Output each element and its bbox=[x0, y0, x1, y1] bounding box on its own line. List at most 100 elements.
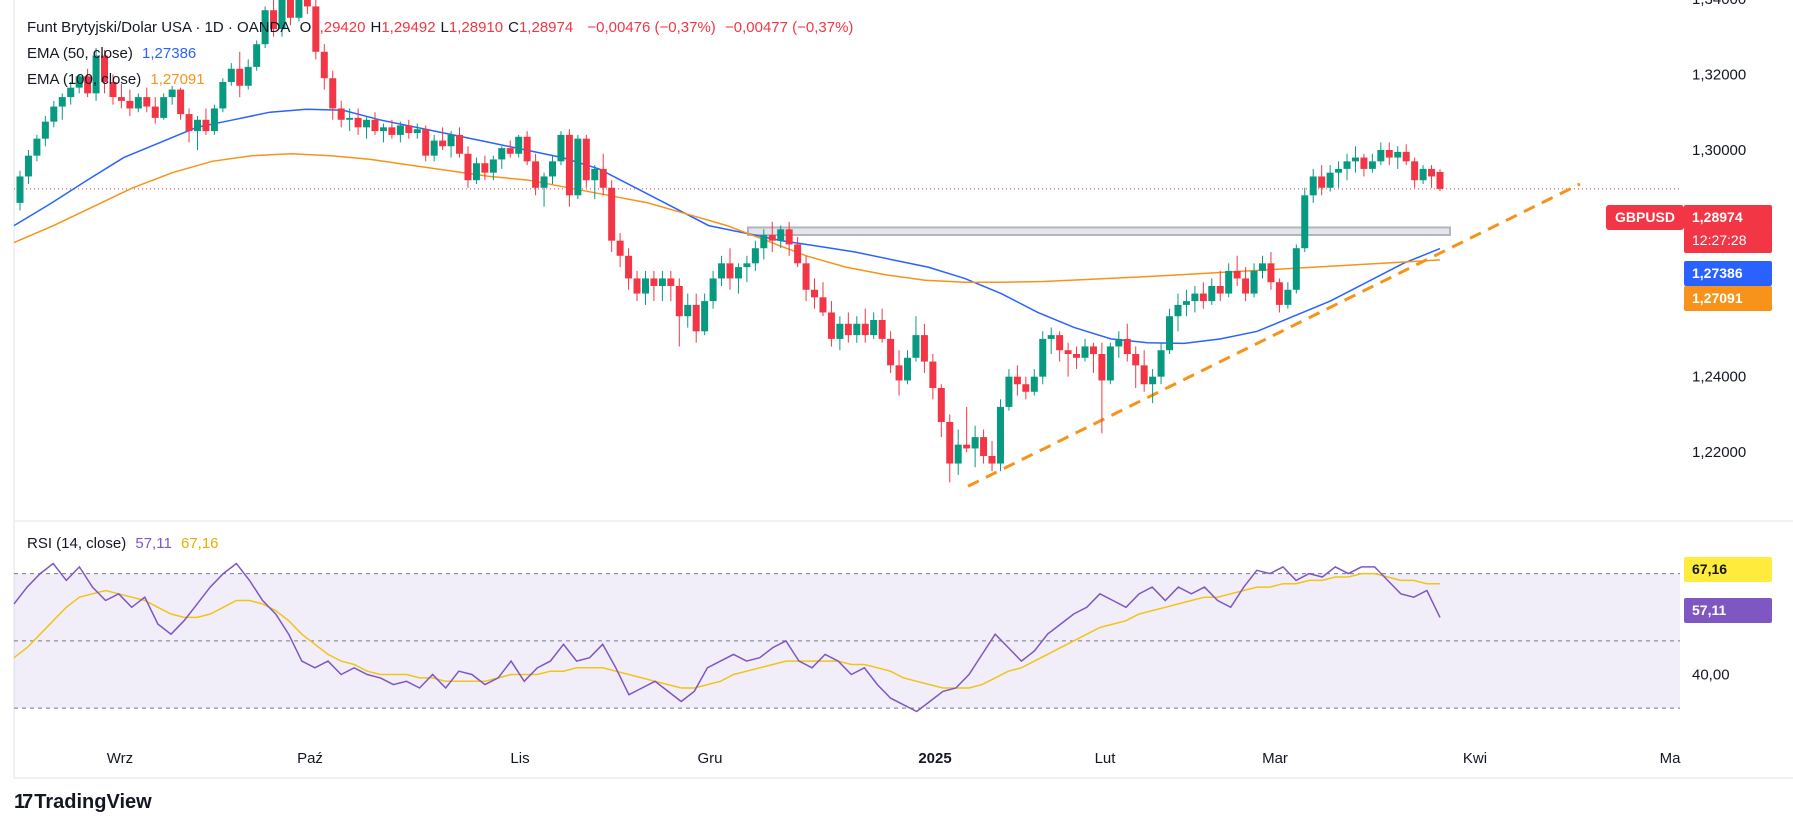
candle-body bbox=[616, 240, 624, 256]
price-tick-label: 1,22000 bbox=[1692, 444, 1746, 461]
candle-body bbox=[963, 444, 971, 449]
candle-body bbox=[946, 422, 954, 464]
time-label: Gru bbox=[697, 750, 722, 767]
candle-body bbox=[1182, 301, 1190, 305]
candle-body bbox=[286, 0, 294, 18]
candle-body bbox=[33, 138, 41, 156]
tradingview-logo[interactable]: 17 TradingView bbox=[14, 791, 152, 814]
candle-body bbox=[734, 267, 742, 279]
candle-body bbox=[768, 235, 776, 241]
candle-body bbox=[1132, 354, 1140, 366]
overlays bbox=[13, 108, 1680, 488]
candle-body bbox=[904, 357, 911, 381]
candle-body bbox=[506, 148, 514, 154]
candle-body bbox=[811, 289, 819, 298]
symbol-legend[interactable]: Funt Brytyjski/Dolar USA · 1D · OANDA O1… bbox=[27, 19, 858, 36]
candle-body bbox=[278, 0, 286, 30]
rsi-badge: 57,11 bbox=[1684, 598, 1772, 623]
time-label: Wrz bbox=[107, 750, 133, 767]
candle-body bbox=[1394, 151, 1402, 158]
candle-body bbox=[582, 138, 590, 181]
price-tick-label: 1,32000 bbox=[1692, 66, 1746, 83]
candle-body bbox=[929, 361, 937, 388]
candle-body bbox=[760, 235, 768, 249]
candle-body bbox=[1115, 338, 1123, 347]
candle-body bbox=[667, 278, 675, 286]
candle-body bbox=[692, 304, 700, 332]
candle-body bbox=[456, 134, 464, 154]
ohlc-value-l: 1,28910 bbox=[448, 19, 504, 36]
candle-body bbox=[709, 278, 717, 302]
candle-body bbox=[253, 44, 261, 67]
rsi-label: RSI (14, close) bbox=[27, 535, 127, 552]
ema100-legend[interactable]: EMA (100, close) 1,27091 bbox=[27, 71, 210, 88]
candle-body bbox=[633, 278, 641, 294]
candle-body bbox=[41, 121, 49, 139]
candle-body bbox=[1318, 176, 1326, 188]
price-tick-label: 1,34000 bbox=[1692, 0, 1746, 8]
time-axis[interactable]: Wrz Paź Lis Gru 2025 Lut Mar Kwi Ma bbox=[107, 750, 1681, 767]
candle-body bbox=[641, 278, 649, 294]
time-label: Kwi bbox=[1463, 750, 1487, 767]
candle-body bbox=[1056, 335, 1064, 351]
candle-body bbox=[549, 161, 556, 177]
candle-body bbox=[1360, 157, 1368, 169]
price-pane[interactable] bbox=[13, 0, 1793, 779]
candle-body bbox=[1309, 176, 1317, 196]
candle-body bbox=[202, 119, 210, 132]
candle-body bbox=[684, 304, 692, 317]
instrument-title: Funt Brytyjski/Dolar USA · 1D · OANDA bbox=[27, 19, 291, 36]
candle-body bbox=[954, 444, 962, 464]
rsi-pane[interactable]: 60,0040,00 bbox=[13, 562, 1730, 713]
candle-body bbox=[751, 248, 759, 264]
candle-body bbox=[836, 323, 844, 339]
candles bbox=[16, 0, 1444, 483]
candle-body bbox=[1089, 346, 1097, 354]
candle-body bbox=[1216, 286, 1224, 294]
candle-body bbox=[532, 161, 540, 188]
candle-body bbox=[819, 297, 827, 313]
candle-body bbox=[1064, 350, 1072, 354]
resistance-zone bbox=[747, 226, 1451, 236]
candle-body bbox=[743, 263, 751, 268]
candle-body bbox=[219, 82, 227, 109]
candle-body bbox=[1166, 316, 1174, 351]
ohlc-value-c: 1,28974 bbox=[518, 19, 574, 36]
candle-body bbox=[599, 168, 607, 188]
countdown-badge: 12:27:28 bbox=[1684, 228, 1772, 253]
candle-body bbox=[101, 55, 109, 82]
rsi-tick-label: 40,00 bbox=[1692, 667, 1730, 684]
candle-body bbox=[1157, 350, 1165, 377]
candle-body bbox=[1411, 161, 1419, 181]
ohlc-value-h: 1,29492 bbox=[381, 19, 436, 36]
ema100-line bbox=[13, 153, 1441, 283]
candle-body bbox=[337, 108, 345, 120]
candle-body bbox=[608, 187, 616, 241]
ohlc-value-o: 1,29420 bbox=[311, 19, 366, 36]
candle-body bbox=[1259, 263, 1266, 271]
candle-body bbox=[1343, 161, 1351, 169]
candle-body bbox=[244, 66, 252, 86]
ema50-legend[interactable]: EMA (50, close) 1,27386 bbox=[27, 45, 201, 62]
ohlc-label-o: O bbox=[299, 19, 312, 36]
tradingview-icon: 17 bbox=[14, 791, 33, 813]
candle-body bbox=[1140, 365, 1148, 385]
candle-body bbox=[464, 153, 472, 181]
candle-body bbox=[827, 312, 835, 339]
candle-body bbox=[447, 134, 455, 147]
candle-body bbox=[1275, 282, 1283, 305]
candle-body bbox=[565, 134, 573, 196]
rsi-value: 57,11 bbox=[135, 535, 172, 552]
ema50-value: 1,27386 bbox=[142, 45, 197, 62]
candle-body bbox=[320, 51, 328, 79]
symbol-badge: GBPUSD bbox=[1606, 205, 1684, 230]
candle-body bbox=[1013, 376, 1021, 385]
candle-body bbox=[777, 229, 785, 241]
candle-body bbox=[1402, 151, 1410, 162]
ema100-value: 1,27091 bbox=[150, 71, 205, 88]
candle-body bbox=[75, 76, 83, 88]
candle-body bbox=[379, 127, 387, 132]
rsi-legend[interactable]: RSI (14, close) 57,11 67,16 bbox=[27, 535, 224, 552]
